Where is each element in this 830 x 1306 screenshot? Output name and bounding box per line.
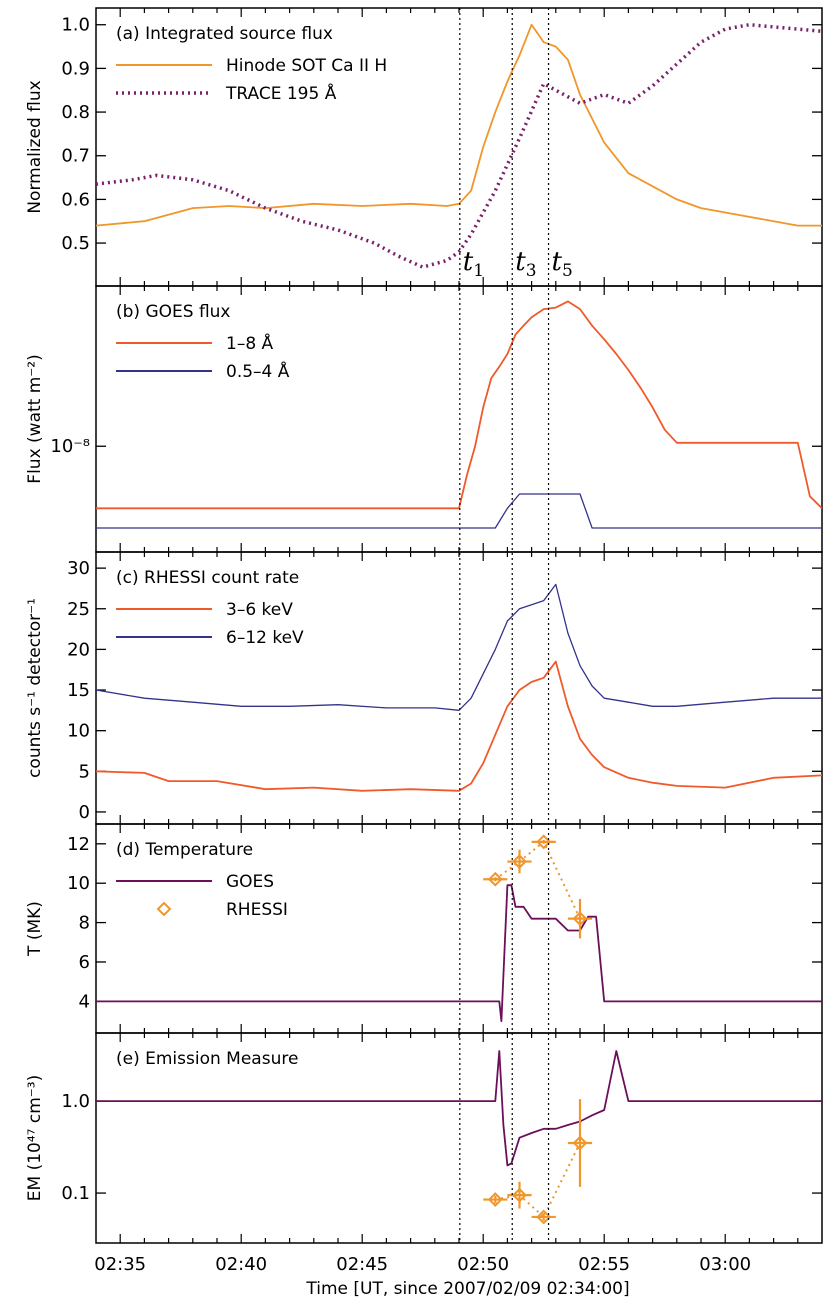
y-axis-label: T (MK) [25,901,45,957]
data-point-diamond [536,834,552,850]
panel-frame [95,7,823,287]
y-axis-label: Normalized flux [25,80,45,213]
data-point-diamond [572,1135,588,1151]
series-line-hinode-sot-ca-ii-h [96,23,822,227]
x-tick-label: 02:35 [94,1254,146,1275]
legend-label: TRACE 195 Å [225,82,337,104]
series-line-3-6-kev [96,660,822,792]
data-point-diamond [487,1192,503,1207]
data-point-diamond [572,911,588,927]
x-tick-label: 02:55 [578,1254,630,1275]
data-point-diamond [512,854,527,869]
time-marker-label: t1 [463,247,484,281]
panel-d: 4 6 8 10 12 T (MK) (d) Temperature GOES RHESSI [25,823,823,1034]
panel-e: 0.1 1.0 EM (10⁴⁷ cm⁻³) (e) Emission Measure [25,1032,823,1244]
y-tick-label: 10⁻⁸ [50,436,90,457]
y-axis-label: counts s⁻¹ detector⁻¹ [25,598,45,778]
y-tick-label: 1.0 [61,1091,90,1112]
legend-label: GOES [226,872,274,892]
series-line-rhessi [495,1142,581,1219]
panel-c: 0 5 10 15 20 25 30 counts s⁻¹ detector⁻¹ (c) RHE… [25,551,823,825]
panel-a: 0.5 0.6 0.7 0.8 0.9 1.0 Normalized flux (a) Int… [25,7,823,287]
plot-area [96,583,822,792]
y-tick-label: 0.1 [61,1183,90,1204]
legend-label: RHESSI [226,900,288,920]
y-tick-label: 0.6 [61,189,90,210]
series-line-trace-195- [96,22,822,269]
x-tick-label: 02:40 [215,1254,267,1275]
y-tick-label: 15 [67,680,90,701]
series-line-goes [96,884,822,1022]
legend-label: 3–6 keV [226,600,293,620]
legend-label: Hinode SOT Ca II H [226,56,387,76]
data-point-diamond [512,1187,527,1203]
legend-label: 1–8 Å [226,332,274,354]
y-tick-label: 30 [67,558,90,579]
y-tick-label: 1.0 [61,15,90,36]
y-tick-label: 4 [79,991,90,1012]
y-tick-label: 6 [79,952,90,973]
series-line-6-12-kev [96,583,822,711]
series-line-rhessi [494,840,581,920]
panel-title: (b) GOES flux [116,302,231,322]
y-tick-label: 12 [67,834,90,855]
panel-title: (d) Temperature [116,840,253,860]
y-tick-label: 10 [67,721,90,742]
x-tick-label: 03:00 [699,1254,751,1275]
legend-marker [156,901,172,917]
panel-frame [95,551,823,825]
time-marker-label: t5 [552,247,573,281]
y-axis-label: EM (10⁴⁷ cm⁻³) [25,1075,45,1201]
plot-area [96,834,822,1022]
x-tick-label: 02:50 [457,1254,509,1275]
y-tick-label: 8 [79,913,90,934]
y-tick-label: 20 [67,639,90,660]
y-tick-label: 0.8 [61,102,90,123]
series-line-goes [96,1050,822,1167]
panel-frame [95,285,823,553]
time-marker-label: t3 [515,247,536,281]
y-tick-label: 10 [67,873,90,894]
data-point-diamond [536,1209,552,1225]
series-line-1-8- [96,300,822,510]
y-tick-label: 0.7 [61,146,90,167]
panel-title: (a) Integrated source flux [116,24,333,44]
y-tick-label: 25 [67,599,90,620]
y-tick-label: 5 [79,761,90,782]
y-tick-label: 0 [79,802,90,823]
plot-area [96,300,822,529]
data-point-diamond [487,871,503,887]
x-axis-label: Time [UT, since 2007/02/09 02:34:00] [305,1279,629,1299]
series-line-0-5-4- [96,493,822,529]
x-tick-label: 02:45 [336,1254,388,1275]
legend-label: 6–12 keV [226,628,304,648]
legend-label: 0.5–4 Å [226,360,290,382]
panel-title: (c) RHESSI count rate [116,568,299,588]
y-tick-label: 0.9 [61,58,90,79]
plot-area [96,22,822,269]
plot-area [96,1050,822,1225]
y-tick-label: 0.5 [61,233,90,254]
panel-title: (e) Emission Measure [116,1049,298,1069]
y-axis-label: Flux (watt m⁻²) [25,354,45,483]
